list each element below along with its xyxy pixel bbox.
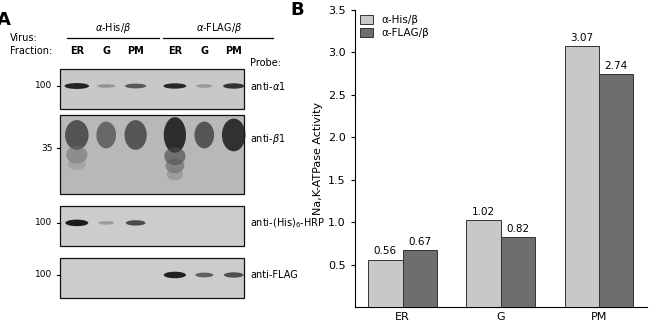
Text: 0.82: 0.82 — [506, 224, 530, 234]
Point — [159, 36, 167, 40]
Text: PM: PM — [127, 46, 144, 56]
Bar — [565, 46, 599, 307]
Point — [57, 221, 64, 225]
Text: anti-(His)$_6$-HRP: anti-(His)$_6$-HRP — [250, 216, 325, 230]
Text: B: B — [291, 1, 304, 19]
Ellipse shape — [164, 147, 185, 165]
Point — [53, 221, 61, 225]
Bar — [368, 260, 402, 307]
Ellipse shape — [222, 119, 246, 151]
Text: 0.67: 0.67 — [408, 237, 432, 247]
Ellipse shape — [164, 272, 186, 278]
Bar — [60, 206, 244, 246]
Text: anti-FLAG: anti-FLAG — [250, 270, 298, 280]
Ellipse shape — [165, 158, 185, 173]
Ellipse shape — [164, 117, 186, 153]
Bar — [599, 74, 634, 307]
Ellipse shape — [223, 83, 244, 89]
Y-axis label: Na,K-ATPase Activity: Na,K-ATPase Activity — [313, 102, 322, 215]
Text: anti-$\alpha$1: anti-$\alpha$1 — [250, 80, 286, 92]
Ellipse shape — [166, 168, 183, 180]
Point — [53, 84, 61, 88]
Text: ER: ER — [70, 46, 84, 56]
Text: Probe:: Probe: — [250, 58, 281, 68]
Text: 3.07: 3.07 — [570, 33, 593, 43]
Bar — [500, 237, 535, 307]
Ellipse shape — [125, 120, 147, 150]
Text: Virus:: Virus: — [10, 33, 38, 43]
Point — [53, 273, 61, 277]
Ellipse shape — [98, 84, 115, 88]
Ellipse shape — [195, 273, 213, 277]
Text: 2.74: 2.74 — [604, 61, 628, 71]
Text: Fraction:: Fraction: — [10, 46, 52, 56]
Point — [57, 147, 64, 150]
Text: G: G — [200, 46, 208, 56]
Point — [53, 147, 61, 150]
Ellipse shape — [224, 272, 244, 278]
Point — [269, 36, 277, 40]
Point — [63, 36, 71, 40]
Ellipse shape — [125, 84, 146, 88]
Text: 1.02: 1.02 — [472, 207, 495, 217]
Text: A: A — [0, 11, 10, 29]
Bar — [60, 69, 244, 109]
Ellipse shape — [66, 220, 88, 226]
Ellipse shape — [163, 83, 187, 89]
Text: G: G — [102, 46, 110, 56]
Point — [57, 273, 64, 277]
Bar — [60, 115, 244, 194]
Bar — [402, 250, 437, 307]
Ellipse shape — [66, 146, 87, 164]
Bar — [467, 220, 500, 307]
Text: $\alpha$-FLAG/$\beta$: $\alpha$-FLAG/$\beta$ — [196, 20, 242, 35]
Legend: α-His/β, α-FLAG/β: α-His/β, α-FLAG/β — [360, 15, 429, 38]
Ellipse shape — [98, 221, 114, 225]
Text: $\alpha$-His/$\beta$: $\alpha$-His/$\beta$ — [95, 20, 131, 35]
Point — [155, 36, 162, 40]
Text: PM: PM — [226, 46, 242, 56]
Point — [57, 84, 64, 88]
Ellipse shape — [68, 158, 86, 170]
Ellipse shape — [96, 122, 116, 148]
Text: anti-$\beta$1: anti-$\beta$1 — [250, 132, 286, 146]
Text: 100: 100 — [35, 218, 52, 228]
Ellipse shape — [64, 83, 89, 89]
Ellipse shape — [126, 220, 146, 226]
Bar — [60, 258, 244, 298]
Text: 100: 100 — [35, 82, 52, 91]
Text: ER: ER — [168, 46, 182, 56]
Text: 0.56: 0.56 — [374, 246, 397, 256]
Text: 100: 100 — [35, 270, 52, 279]
Text: 35: 35 — [41, 144, 52, 153]
Ellipse shape — [194, 122, 214, 148]
Ellipse shape — [196, 84, 213, 88]
Ellipse shape — [65, 120, 88, 150]
